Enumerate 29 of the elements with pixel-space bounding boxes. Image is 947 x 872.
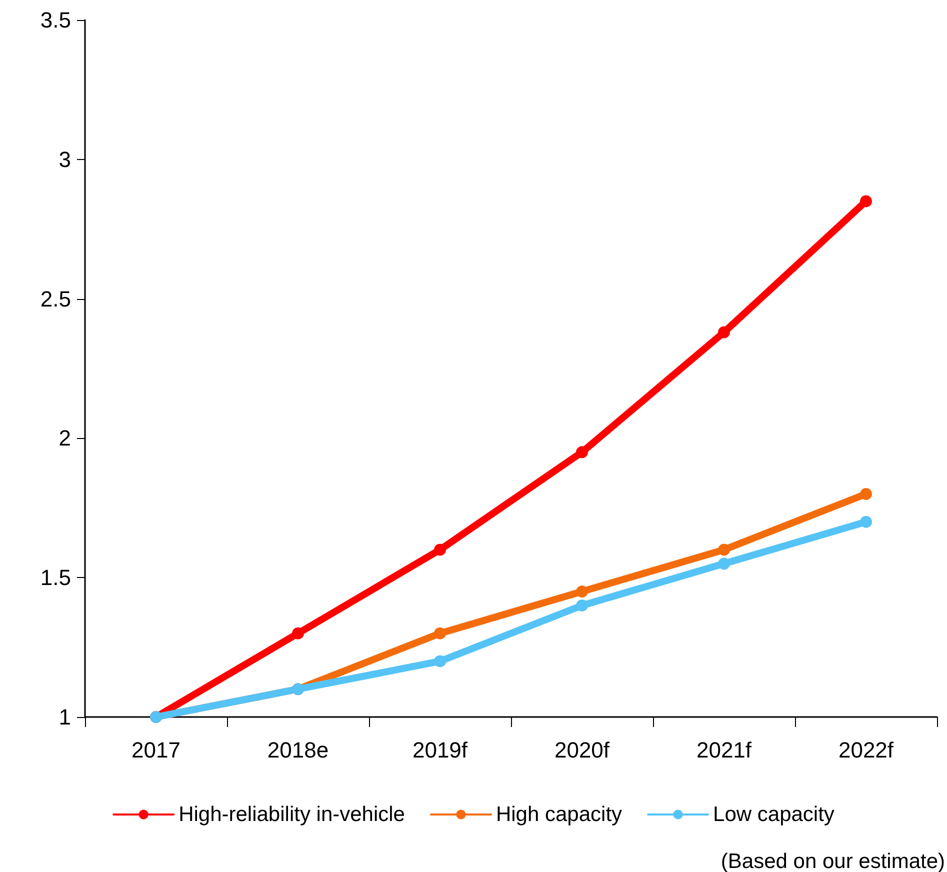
- x-tick-label: 2022f: [838, 738, 894, 762]
- legend-label: High-reliability in-vehicle: [178, 803, 405, 826]
- y-tick-label: 2.5: [40, 286, 71, 312]
- x-tick-label: 2017: [132, 738, 180, 762]
- point: [718, 326, 730, 338]
- y-tick-label: 3.5: [40, 8, 71, 32]
- text: (Based on our estimate): [720, 850, 945, 872]
- y-tick-label: 3: [58, 146, 71, 172]
- point: [860, 195, 872, 208]
- point: [292, 627, 304, 640]
- x-tick-label: 2018e: [267, 738, 329, 762]
- legend-label: Low capacity: [713, 803, 835, 826]
- x-tick-label: 2019f: [412, 738, 468, 762]
- x-tick-label: 2020f: [554, 738, 610, 762]
- point: [718, 544, 730, 556]
- point: [576, 586, 588, 598]
- point: [718, 558, 730, 570]
- legend-label: High capacity: [496, 803, 623, 826]
- point: [860, 488, 872, 500]
- y-tick-label: 1.5: [40, 565, 71, 590]
- point: [576, 599, 588, 612]
- y-tick-label: 1: [58, 704, 71, 730]
- point: [576, 446, 588, 458]
- point: [434, 627, 446, 640]
- y-tick-label: 2: [58, 426, 71, 451]
- point: [434, 655, 446, 668]
- point: [434, 544, 446, 556]
- x-tick-label: 2021f: [696, 738, 752, 762]
- point: [860, 516, 872, 528]
